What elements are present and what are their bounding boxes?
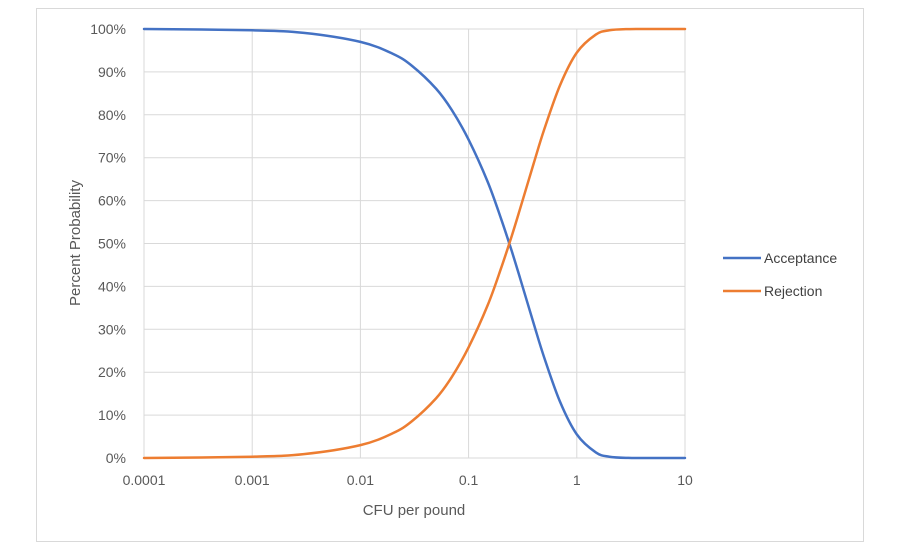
y-tick-label: 20% (98, 364, 126, 380)
y-tick-label: 10% (98, 407, 126, 423)
legend: Acceptance Rejection (723, 250, 837, 299)
x-tick-label: 0.01 (347, 472, 374, 488)
y-tick-label: 50% (98, 236, 126, 252)
y-tick-labels: 0% 10% 20% 30% 40% 50% 60% 70% 80% 90% 100% (90, 21, 126, 466)
series-lines (142, 27, 687, 460)
x-tick-label: 10 (677, 472, 693, 488)
chart-frame: 0% 10% 20% 30% 40% 50% 60% 70% 80% 90% 100% 0.0001… (36, 8, 864, 542)
x-tick-label: 0.0001 (123, 472, 166, 488)
y-tick-label: 0% (106, 450, 126, 466)
x-tick-label: 0.001 (235, 472, 270, 488)
x-tick-label: 0.1 (459, 472, 479, 488)
y-axis-title: Percent Probability (67, 180, 84, 306)
y-tick-label: 30% (98, 321, 126, 337)
series-line-acceptance (142, 27, 687, 460)
legend-label-rejection: Rejection (764, 283, 822, 299)
x-tick-labels: 0.0001 0.001 0.01 0.1 1 10 (123, 472, 693, 488)
x-axis-title: CFU per pound (363, 502, 466, 519)
line-chart: 0% 10% 20% 30% 40% 50% 60% 70% 80% 90% 100% 0.0001… (67, 21, 837, 519)
series-line-rejection (142, 27, 687, 460)
y-tick-label: 80% (98, 107, 126, 123)
y-tick-label: 100% (90, 21, 126, 37)
x-tick-label: 1 (573, 472, 581, 488)
legend-label-acceptance: Acceptance (764, 250, 837, 266)
y-tick-label: 90% (98, 64, 126, 80)
y-tick-label: 60% (98, 193, 126, 209)
gridlines (143, 28, 686, 459)
y-tick-label: 40% (98, 278, 126, 294)
y-tick-label: 70% (98, 150, 126, 166)
